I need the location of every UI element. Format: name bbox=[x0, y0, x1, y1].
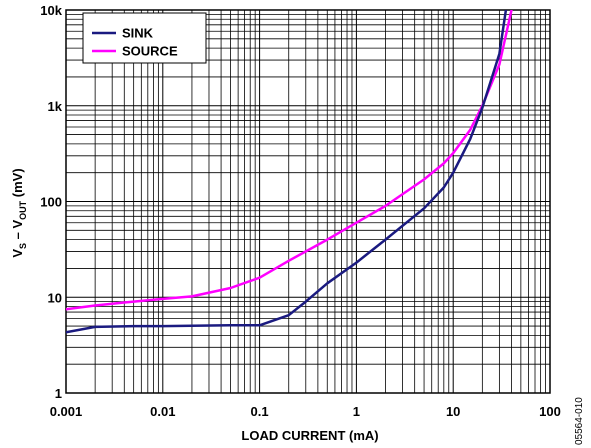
legend: SINK SOURCE bbox=[82, 12, 207, 64]
x-tick-label: 0.1 bbox=[251, 404, 269, 419]
y-tick-label: 1k bbox=[48, 99, 63, 114]
y-tick-label: 1 bbox=[55, 386, 62, 401]
x-tick-label: 0.01 bbox=[150, 404, 175, 419]
y-axis-title-sep: – bbox=[10, 229, 25, 243]
series-line-sink bbox=[66, 10, 508, 334]
series-line-source bbox=[66, 10, 513, 311]
legend-label-source: SOURCE bbox=[122, 44, 178, 59]
y-axis-title: VS – VOUT (mV) bbox=[10, 168, 28, 257]
y-axis-title-unit: (mV) bbox=[10, 168, 25, 201]
y-axis-title-v2: V bbox=[10, 220, 25, 229]
y-tick-labels: 1 10 100 1k 10k bbox=[40, 3, 62, 401]
x-axis-title: LOAD CURRENT (mA) bbox=[241, 428, 378, 443]
y-tick-label: 10 bbox=[48, 290, 62, 305]
x-tick-labels: 0.001 0.01 0.1 1 10 100 bbox=[50, 404, 561, 419]
y-axis-title-v1: V bbox=[10, 249, 25, 258]
legend-label-sink: SINK bbox=[122, 26, 154, 41]
y-tick-label: 10k bbox=[40, 3, 62, 18]
plot-frame bbox=[65, 9, 551, 394]
figure-id: 05564-010 bbox=[574, 397, 585, 445]
y-tick-label: 100 bbox=[40, 195, 62, 210]
x-tick-label: 100 bbox=[539, 404, 561, 419]
y-axis-title-v2-sub: OUT bbox=[18, 200, 28, 220]
grid bbox=[65, 10, 550, 394]
x-tick-label: 1 bbox=[353, 404, 360, 419]
series-layer bbox=[66, 10, 513, 334]
legend-box bbox=[82, 12, 207, 64]
y-axis-title-v1-sub: S bbox=[18, 243, 28, 249]
x-tick-label: 0.001 bbox=[50, 404, 83, 419]
x-tick-label: 10 bbox=[446, 404, 460, 419]
